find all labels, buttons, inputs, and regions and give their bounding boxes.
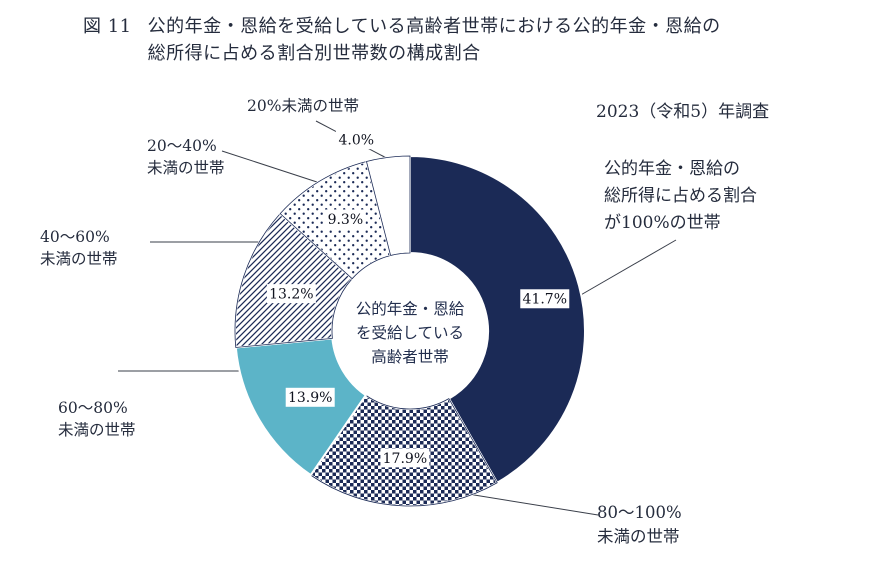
leader-line-5 <box>467 493 599 516</box>
value-label-2: 13.9% <box>288 390 332 406</box>
label-100pct-households: 公的年金・恩給の 総所得に占める割合 が100%の世帯 <box>604 159 757 233</box>
value-label-box-5 <box>335 130 377 150</box>
value-label-box-3 <box>266 284 316 304</box>
donut-center-label: 公的年金・恩給 を受給している 高齢者世帯 <box>355 300 465 366</box>
value-label-3: 13.2% <box>269 287 313 303</box>
figure-title-text: 公的年金・恩給を受給している高齢者世帯における公的年金・恩給の 総所得に占める割… <box>147 16 721 64</box>
figure-title: 図 11 公的年金・恩給を受給している高齢者世帯における公的年金・恩給の 総所得… <box>83 13 721 67</box>
label-under-20pct: 20%未満の世帯 <box>247 97 359 115</box>
leader-line-1 <box>221 150 321 184</box>
value-label-4: 9.3% <box>328 212 364 228</box>
label-80-100pct: 80〜100% 未満の世帯 <box>597 503 682 546</box>
value-label-box-1 <box>380 448 430 468</box>
pie-segment-0 <box>409 154 586 485</box>
value-label-1: 17.9% <box>383 451 427 467</box>
figure-number: 図 11 <box>83 16 132 37</box>
value-label-5: 4.0% <box>339 133 375 149</box>
leader-line-4 <box>578 239 677 297</box>
value-label-box-4 <box>324 209 366 229</box>
label-40-60pct: 40〜60% 未満の世帯 <box>40 228 118 268</box>
label-60-80pct: 60〜80% 未満の世帯 <box>58 399 136 439</box>
value-label-box-0 <box>520 289 570 309</box>
value-label-box-2 <box>285 387 335 407</box>
pie-segment-outline-3 <box>234 213 353 348</box>
pie-segment-outline-5 <box>365 155 411 256</box>
pie-segment-outline-1 <box>310 394 498 507</box>
label-20-40pct: 20〜40% 未満の世帯 <box>147 137 225 177</box>
value-label-0: 41.7% <box>523 292 567 308</box>
survey-year-note: 2023（令和5）年調査 <box>596 102 770 122</box>
